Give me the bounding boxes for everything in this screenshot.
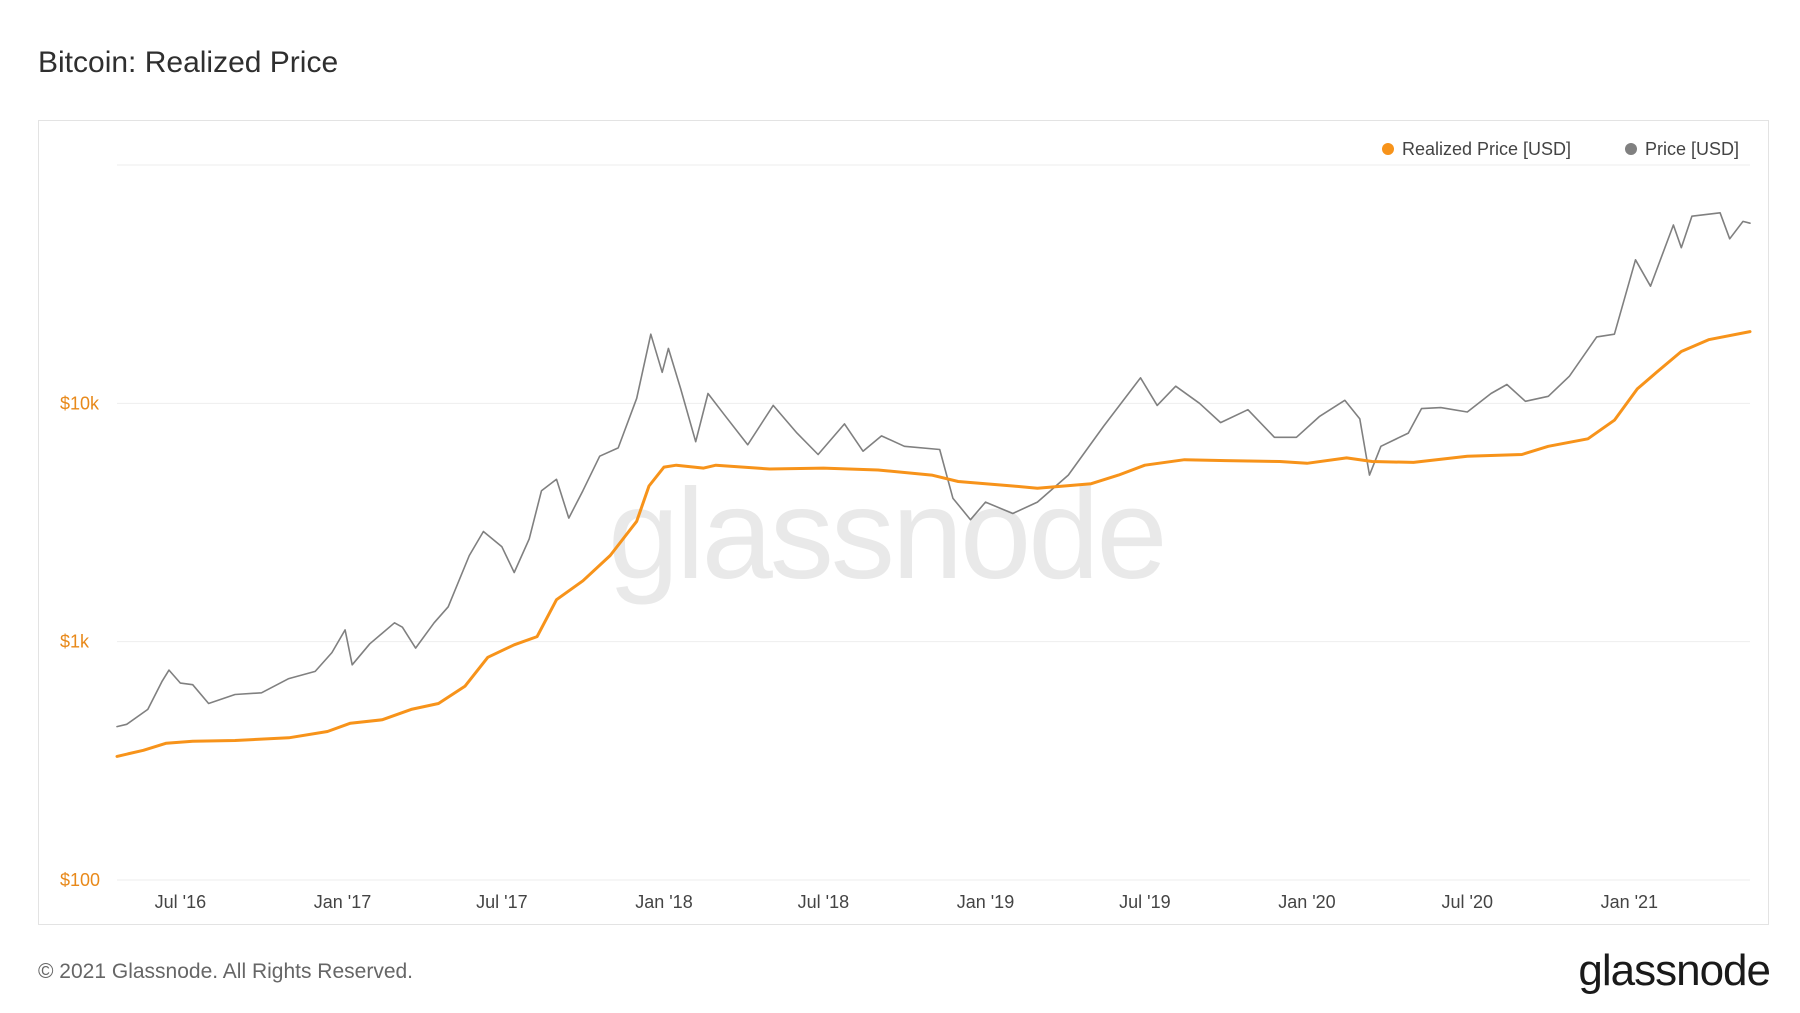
legend-label: Realized Price [USD] xyxy=(1402,139,1571,159)
series-layer xyxy=(115,212,1752,758)
legend[interactable]: Realized Price [USD] Price [USD] xyxy=(1382,139,1739,159)
y-tick-label: $10k xyxy=(60,393,100,413)
glassnode-logo: glassnode xyxy=(1578,946,1771,995)
page-title: Bitcoin: Realized Price xyxy=(38,46,339,79)
x-tick-label: Jan '20 xyxy=(1278,892,1335,912)
x-tick-label: Jul '19 xyxy=(1119,892,1170,912)
price-line xyxy=(116,212,1751,728)
chart-svg: glassnode $100$1k$10k Jul '16 Jan '17 Jul … xyxy=(60,139,1752,912)
x-tick-label: Jul '18 xyxy=(798,892,849,912)
x-tick-label: Jan '18 xyxy=(635,892,692,912)
chart-panel xyxy=(38,120,1769,925)
watermark-text: glassnode xyxy=(608,463,1165,606)
legend-item-price[interactable]: Price [USD] xyxy=(1625,139,1739,159)
legend-marker xyxy=(1625,143,1637,155)
x-tick-label: Jul '20 xyxy=(1442,892,1493,912)
y-axis: $100 $1k $10k xyxy=(60,393,100,890)
copyright-text: © 2021 Glassnode. All Rights Reserved. xyxy=(38,960,414,983)
x-tick-label: Jul '17 xyxy=(476,892,527,912)
x-axis: Jul '16 Jan '17 Jul '17 Jan '18 Jul '18 Jan '… xyxy=(155,892,1658,912)
x-tick-label: Jan '17 xyxy=(314,892,371,912)
x-tick-label: Jan '21 xyxy=(1601,892,1658,912)
x-tick-label: Jul '16 xyxy=(155,892,206,912)
y-tick-label: $100 xyxy=(60,870,100,890)
y-tick-label: $1k xyxy=(60,632,90,652)
legend-marker xyxy=(1382,143,1394,155)
grid-layer xyxy=(117,164,1750,881)
legend-label: Price [USD] xyxy=(1645,139,1739,159)
x-tick-label: Jan '19 xyxy=(957,892,1014,912)
realized-price-line xyxy=(115,330,1752,758)
legend-item-realized-price[interactable]: Realized Price [USD] xyxy=(1382,139,1571,159)
